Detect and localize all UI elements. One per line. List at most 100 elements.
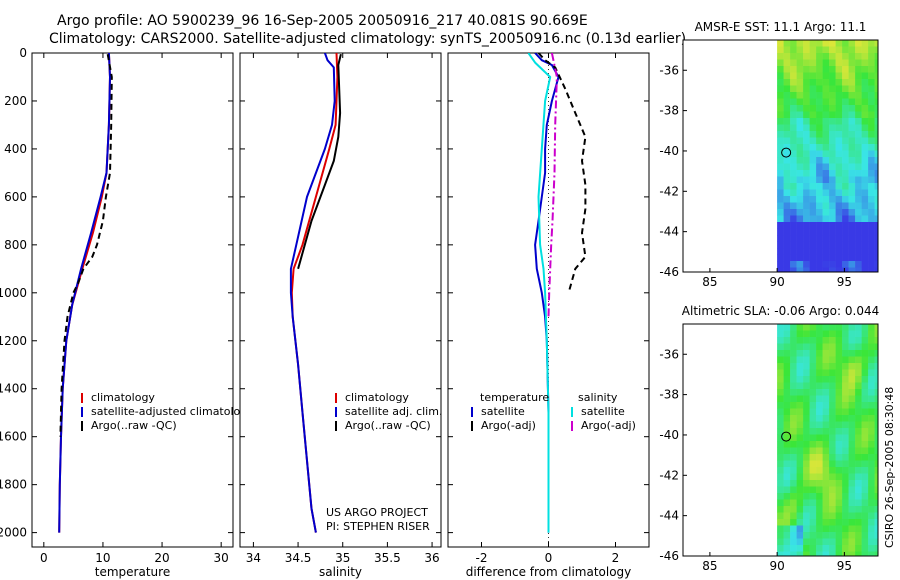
map-cell (829, 189, 836, 197)
map-cell (842, 92, 849, 99)
map-cell (809, 150, 817, 158)
map-cell (868, 447, 875, 455)
map-cell (777, 551, 784, 556)
map-cell (809, 369, 817, 377)
map-cell (829, 330, 836, 338)
map-cell (835, 98, 843, 106)
map-y-tick-label: -36 (659, 63, 679, 77)
map-cell (829, 46, 836, 54)
map-cell (783, 111, 791, 119)
map-cell (842, 330, 849, 338)
map-cell (874, 382, 878, 390)
map-cell (777, 124, 784, 132)
map-cell (835, 66, 843, 73)
map-cell (803, 248, 810, 255)
map-cell (848, 350, 856, 357)
panel-sal: 34 34.5 35 35.5 36 salinity climatologysatelli… (239, 52, 442, 579)
map-cell (848, 163, 856, 171)
map-cell (809, 447, 817, 455)
map-cell (783, 98, 791, 106)
map-cell (803, 493, 810, 500)
map-cell (861, 551, 869, 556)
map-cell (796, 163, 804, 171)
map-cell (777, 137, 784, 145)
map-cell (809, 53, 817, 60)
map-cell (855, 40, 862, 47)
map-cell (835, 183, 843, 190)
map-cell (829, 389, 836, 396)
map-cell (783, 324, 791, 331)
map-cell (842, 170, 849, 177)
map-cell (848, 441, 856, 448)
map-cell (842, 215, 849, 223)
map-cell (861, 538, 869, 546)
map-cell (783, 473, 791, 481)
map-cell (809, 538, 817, 546)
map-cell (783, 356, 791, 364)
map-cell (874, 389, 878, 396)
map-cell (868, 72, 875, 80)
map-cell (822, 376, 830, 383)
map-cell (835, 428, 843, 435)
map-cell (790, 40, 797, 47)
map-cell (777, 525, 784, 533)
map-cell (874, 131, 878, 138)
map-cell (783, 176, 791, 184)
map-cell (790, 467, 797, 474)
map-cell (783, 183, 791, 190)
map-cell (803, 499, 810, 507)
map-cell (777, 532, 784, 539)
map-cell (790, 454, 797, 461)
map-cell (835, 40, 843, 47)
map-cell (861, 222, 869, 229)
map-cell (855, 532, 862, 539)
map-cell (842, 343, 849, 351)
map-cell (783, 460, 791, 468)
map-y-tick-label: -42 (659, 184, 679, 198)
map-cell (848, 519, 856, 526)
map-cell (868, 421, 875, 429)
map-cell (809, 222, 817, 229)
map-cell (842, 350, 849, 357)
map-cell (803, 124, 810, 132)
map-cell (803, 532, 810, 539)
map-cell (874, 493, 878, 500)
map-cell (809, 499, 817, 507)
map-cell (842, 131, 849, 138)
map-cell (803, 467, 810, 474)
map-cell (861, 473, 869, 481)
map-cell (829, 356, 836, 364)
map-cell (809, 98, 817, 106)
map-cell (816, 183, 823, 190)
map-cell (874, 369, 878, 377)
map-cell (848, 376, 856, 383)
map-cell (790, 350, 797, 357)
map-cell (861, 53, 869, 60)
map-cell (861, 467, 869, 474)
map-cell (835, 525, 843, 533)
map-cell (822, 53, 830, 60)
map-cell (783, 209, 791, 216)
map-cell (835, 53, 843, 60)
map-cell (790, 215, 797, 223)
map-cell (874, 144, 878, 151)
map-cell (796, 53, 804, 60)
legend-label: satellite adj. clim. (345, 405, 442, 418)
x-tick-label: 2 (612, 551, 620, 565)
map-cell (848, 434, 856, 442)
map-cell (835, 532, 843, 539)
map-cell (796, 415, 804, 422)
map-cell (829, 163, 836, 171)
map-cell (783, 480, 791, 487)
map-cell (790, 551, 797, 556)
map-cell (803, 369, 810, 377)
map-cell (783, 254, 791, 262)
map-cell (861, 499, 869, 507)
map-cell (790, 382, 797, 390)
map-cell (809, 228, 817, 236)
map-cell (816, 209, 823, 216)
map-cell (842, 46, 849, 54)
map-cell (777, 545, 784, 552)
map-cell (777, 473, 784, 481)
